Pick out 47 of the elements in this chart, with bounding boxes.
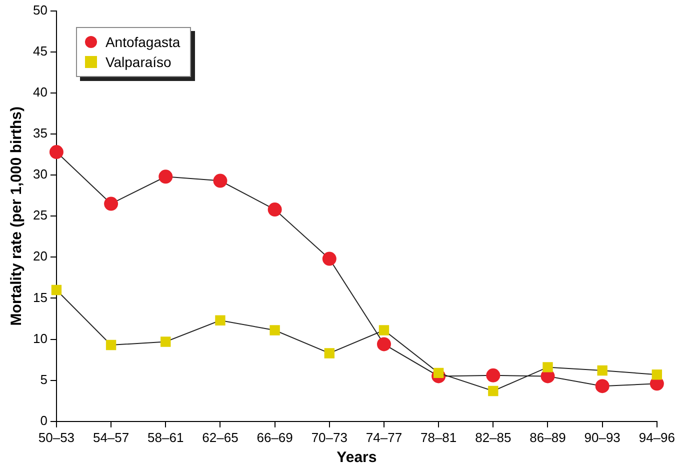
point <box>652 369 662 380</box>
point <box>597 365 608 376</box>
x-axis-title: Years <box>336 449 377 466</box>
point <box>215 315 226 326</box>
legend-label: Antofagasta <box>105 32 180 52</box>
point <box>378 325 390 336</box>
point <box>322 252 336 266</box>
point <box>486 368 500 382</box>
y-tick-label: 40 <box>32 84 48 100</box>
x-tick-label: 66–69 <box>256 430 293 445</box>
point <box>158 170 173 184</box>
y-tick-label: 5 <box>40 372 48 387</box>
point <box>542 362 553 372</box>
y-tick-label: 25 <box>32 208 48 223</box>
y-tick-label: 15 <box>32 290 48 305</box>
x-tick-label: 70–73 <box>311 430 348 445</box>
x-tick-label: 62–65 <box>202 430 238 445</box>
point <box>106 340 116 350</box>
point <box>324 348 334 358</box>
y-tick-label: 20 <box>32 248 48 264</box>
point <box>213 174 228 188</box>
point <box>49 145 64 160</box>
y-tick-label: 10 <box>32 330 48 346</box>
x-tick-label: 50–53 <box>38 430 75 445</box>
point <box>51 284 62 296</box>
point <box>104 196 118 211</box>
x-tick-label: 82–85 <box>475 430 512 445</box>
point <box>160 336 171 347</box>
y-tick-label: 50 <box>32 2 48 18</box>
y-tick-label: 45 <box>32 43 48 58</box>
x-tick-label: 94–96 <box>638 430 676 445</box>
point <box>376 337 391 352</box>
y-tick-label: 0 <box>40 412 48 428</box>
legend-label: Valparaíso <box>105 52 172 72</box>
point <box>595 379 610 394</box>
point <box>270 325 280 336</box>
x-tick-label: 54–57 <box>92 430 130 445</box>
y-axis-title: Mortality rate (per 1,000 births) <box>8 106 26 326</box>
x-tick-label: 78–81 <box>420 430 457 445</box>
y-tick-label: 35 <box>32 126 48 141</box>
x-tick-label: 90–93 <box>584 430 620 445</box>
point <box>488 386 498 396</box>
y-tick-label: 30 <box>32 166 48 182</box>
x-tick-label: 86–89 <box>530 430 566 445</box>
point <box>268 202 282 217</box>
x-tick-label: 74–77 <box>366 430 402 445</box>
x-tick-label: 58–61 <box>148 430 184 445</box>
